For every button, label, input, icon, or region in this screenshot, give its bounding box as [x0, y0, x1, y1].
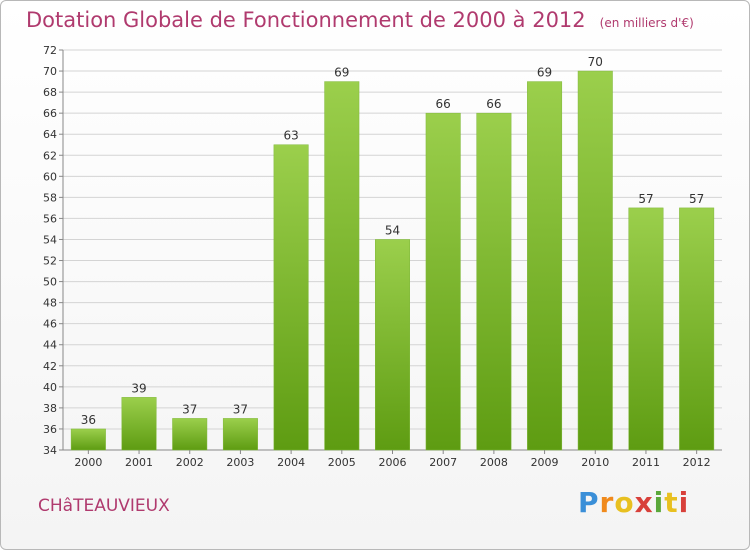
- x-tick-label: 2010: [581, 456, 609, 469]
- logo-letter: r: [599, 486, 615, 519]
- x-tick-label: 2008: [480, 456, 508, 469]
- bars: [70, 70, 715, 451]
- data-label: 54: [385, 223, 400, 237]
- x-tick-label: 2006: [379, 456, 407, 469]
- x-tick-label: 2001: [125, 456, 153, 469]
- bar: [273, 144, 309, 451]
- data-label: 36: [81, 413, 96, 427]
- logo-letter: x: [634, 486, 654, 519]
- data-label: 69: [537, 66, 552, 80]
- bar: [121, 397, 157, 451]
- x-tick-label: 2003: [226, 456, 254, 469]
- data-label: 39: [131, 381, 146, 395]
- y-tick-label: 52: [43, 255, 57, 268]
- y-tick-label: 54: [43, 233, 57, 246]
- y-tick-label: 38: [43, 402, 57, 415]
- data-label: 57: [638, 192, 653, 206]
- x-tick-label: 2007: [429, 456, 457, 469]
- data-label: 57: [689, 192, 704, 206]
- y-tick-label: 64: [43, 128, 57, 141]
- commune-name: CHâTEAUVIEUX: [38, 496, 170, 516]
- bar: [679, 207, 715, 451]
- y-tick-label: 68: [43, 86, 57, 99]
- value-labels: 36 39 37 37 63 69 54 66 66 69 70 57 57: [81, 55, 705, 427]
- y-tick-label: 72: [43, 44, 57, 57]
- x-tick-label: 2009: [531, 456, 559, 469]
- bar: [375, 239, 410, 451]
- bar: [527, 81, 563, 451]
- y-tick-label: 62: [43, 149, 57, 162]
- y-tick-label: 48: [43, 297, 57, 310]
- data-label: 66: [436, 97, 451, 111]
- bar: [628, 207, 664, 451]
- bar: [222, 418, 258, 451]
- y-tick-label: 42: [43, 360, 57, 373]
- x-tick-label: 2011: [632, 456, 660, 469]
- bar: [476, 112, 512, 451]
- data-label: 37: [233, 402, 248, 416]
- bar: [172, 418, 208, 451]
- logo-letter: P: [578, 486, 600, 519]
- y-tick-label: 34: [43, 444, 57, 457]
- y-tick-labels: 34 36 38 40 42 44 46 48 50 52 54 56 58 60 62 64 66 68 70 72: [43, 44, 57, 457]
- x-tick-label: 2004: [277, 456, 305, 469]
- chart-title: Dotation Globale de Fonctionnement de 20…: [26, 8, 694, 32]
- x-tick-label: 2005: [328, 456, 356, 469]
- data-label: 63: [283, 129, 298, 143]
- data-label: 66: [486, 97, 501, 111]
- bar: [425, 112, 461, 451]
- x-tick-label: 2012: [683, 456, 711, 469]
- bar: [324, 81, 360, 451]
- y-tick-label: 70: [43, 65, 57, 78]
- data-label: 69: [334, 66, 349, 80]
- unit-label: (en milliers d'€): [599, 16, 694, 30]
- y-tick-label: 50: [43, 276, 57, 289]
- logo-letter: i: [678, 486, 690, 519]
- proxiti-logo: Proxiti: [578, 486, 689, 519]
- y-tick-label: 60: [43, 170, 57, 183]
- x-tick-label: 2002: [176, 456, 204, 469]
- x-tick-label: 2000: [74, 456, 102, 469]
- y-tick-label: 56: [43, 212, 57, 225]
- logo-letter: o: [614, 486, 635, 519]
- bar: [577, 70, 613, 451]
- data-label: 37: [182, 402, 197, 416]
- logo-letter: t: [664, 486, 679, 519]
- y-tick-label: 36: [43, 423, 57, 436]
- y-tick-label: 58: [43, 191, 57, 204]
- y-tick-label: 66: [43, 107, 57, 120]
- y-tick-label: 46: [43, 318, 57, 331]
- data-label: 70: [588, 55, 603, 69]
- y-tick-label: 44: [43, 339, 57, 352]
- x-tick-labels: 2000 2001 2002 2003 2004 2005 2006 2007 2008 2009…: [74, 450, 711, 469]
- bar: [70, 428, 106, 451]
- y-tick-label: 40: [43, 381, 57, 394]
- logo-letter: i: [653, 486, 665, 519]
- title-text: Dotation Globale de Fonctionnement de 20…: [26, 8, 586, 32]
